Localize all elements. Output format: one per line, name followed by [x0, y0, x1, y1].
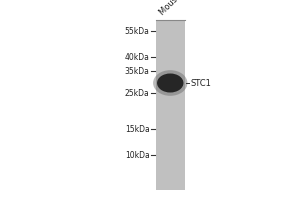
- Bar: [156, 20, 184, 190]
- Text: Mouse lung: Mouse lung: [157, 0, 198, 17]
- Ellipse shape: [153, 70, 188, 96]
- Text: 55kDa: 55kDa: [124, 26, 149, 36]
- Text: 10kDa: 10kDa: [125, 150, 149, 160]
- Text: 25kDa: 25kDa: [125, 88, 149, 98]
- Ellipse shape: [157, 73, 184, 92]
- Text: 15kDa: 15kDa: [125, 124, 149, 134]
- Text: 35kDa: 35kDa: [124, 66, 149, 75]
- Text: 40kDa: 40kDa: [124, 52, 149, 62]
- Text: STC1: STC1: [190, 78, 212, 88]
